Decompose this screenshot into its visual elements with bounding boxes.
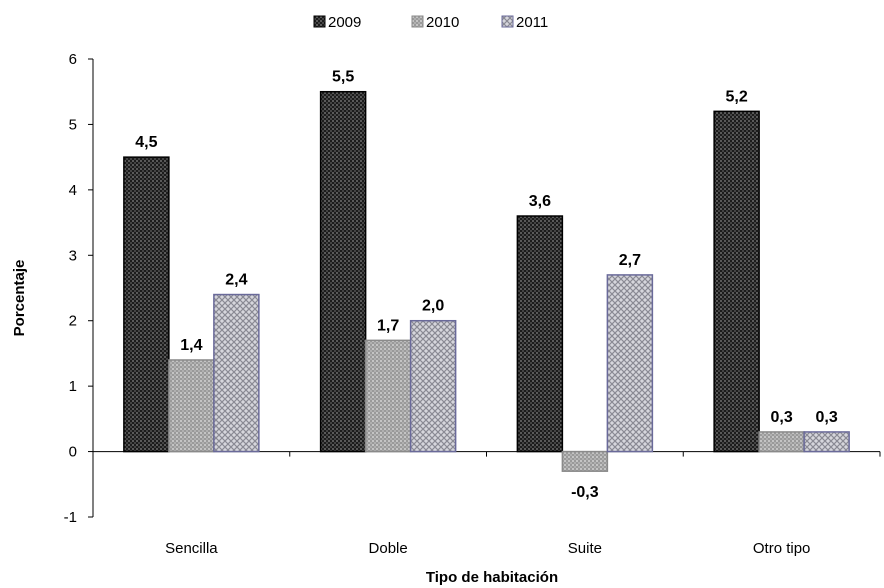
bar-2009-otro-tipo <box>713 110 760 453</box>
data-label: 2,4 <box>225 272 247 289</box>
data-label: 2,7 <box>619 252 641 269</box>
legend-swatch-2009 <box>313 15 326 28</box>
data-label: 2,0 <box>422 298 444 315</box>
bars <box>123 90 850 472</box>
y-tick-label: 5 <box>69 116 77 133</box>
bar-2011-doble <box>409 319 457 453</box>
bar-2010-otro-tipo <box>758 431 805 453</box>
y-tick-label: 4 <box>69 182 77 199</box>
bar-2011-suite <box>606 274 654 453</box>
data-label: 0,3 <box>816 409 838 426</box>
bar-2009-doble <box>319 90 367 453</box>
bar-2010-suite <box>561 450 609 472</box>
legend-label-2009: 2009 <box>328 14 361 31</box>
data-label: 1,7 <box>377 317 399 334</box>
data-label: 0,3 <box>771 409 793 426</box>
x-tick-label: Otro tipo <box>753 540 811 557</box>
data-label: 5,5 <box>332 69 354 86</box>
x-tick-label: Sencilla <box>165 540 218 557</box>
bar-2011-sencilla <box>213 293 260 453</box>
bar-2009-sencilla <box>123 156 170 453</box>
bar-2010-sencilla <box>168 359 215 453</box>
x-axis-title: Tipo de habitación <box>426 569 558 586</box>
y-tick-label: 1 <box>69 378 77 395</box>
data-label: -0,3 <box>571 484 599 501</box>
x-tick-label: Suite <box>568 540 602 557</box>
data-label: 1,4 <box>180 337 202 354</box>
legend-swatch-2010 <box>411 15 424 28</box>
legend: 2009 2010 2011 <box>313 14 548 31</box>
y-tick-label: 6 <box>69 51 77 68</box>
bar-2009-suite <box>516 215 564 453</box>
y-axis: -1 0 1 2 3 4 5 6 <box>64 51 94 526</box>
data-label: 3,6 <box>529 193 551 210</box>
legend-label-2011: 2011 <box>516 14 548 31</box>
y-tick-label: 3 <box>69 247 77 264</box>
data-labels: 4,5 1,4 2,4 5,5 1,7 2,0 3,6 -0,3 2,7 5,2 0,3 0,3 <box>135 69 838 501</box>
y-tick-label: 0 <box>69 444 77 461</box>
bar-2010-doble <box>364 339 412 453</box>
x-axis: Sencilla Doble Suite Otro tipo <box>92 451 881 557</box>
y-axis-title: Porcentaje <box>11 260 28 337</box>
legend-label-2010: 2010 <box>426 14 459 31</box>
x-tick-label: Doble <box>369 540 408 557</box>
data-label: 5,2 <box>726 88 748 105</box>
y-tick-label: 2 <box>69 313 77 330</box>
y-tick-label: -1 <box>64 509 77 526</box>
data-label: 4,5 <box>135 134 157 151</box>
bar-2011-otro-tipo <box>803 431 850 453</box>
legend-swatch-2011 <box>501 15 514 28</box>
